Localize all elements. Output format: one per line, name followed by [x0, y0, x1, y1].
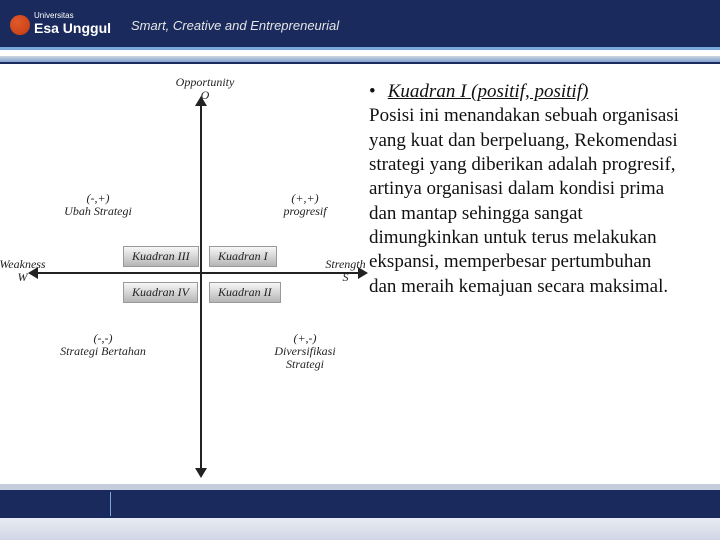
quadrant-box-1: Kuadran I: [209, 246, 277, 267]
q4-name: Strategi Bertahan: [60, 344, 146, 358]
logo: Universitas Esa Unggul: [10, 12, 111, 38]
q2-name: Diversifikasi Strategi: [274, 344, 335, 371]
weakness-label: Weakness: [0, 257, 46, 271]
footer-separator: [110, 492, 111, 516]
quadrant-box-4: Kuadran IV: [123, 282, 198, 303]
axis-horizontal: [35, 272, 360, 274]
quadrant-box-2: Kuadran II: [209, 282, 281, 303]
q1-name: progresif: [283, 204, 326, 218]
strength-label: Strength: [325, 257, 365, 271]
bullet-icon: •: [369, 80, 383, 104]
body-text: Posisi ini menandakan sebuah organisasi …: [369, 104, 680, 299]
tagline: Smart, Creative and Entrepreneurial: [131, 18, 339, 33]
q2-annotation: (+,-) Diversifikasi Strategi: [255, 332, 355, 372]
heading-line: • Kuadran I (positif, positif): [369, 80, 680, 104]
axis-vertical: [200, 102, 202, 472]
opportunity-letter: O: [201, 88, 210, 102]
q2-sign: (+,-): [293, 331, 316, 345]
opportunity-label: Opportunity: [176, 75, 235, 89]
subheader-line: [0, 62, 720, 64]
logo-icon: [10, 15, 30, 35]
q3-annotation: (-,+) Ubah Strategi: [58, 192, 138, 218]
footer: [0, 484, 720, 540]
content-area: Opportunity O T Threath Weakness W Stren…: [0, 72, 720, 480]
axis-right-label: Strength S: [318, 258, 373, 284]
header-bar: Universitas Esa Unggul Smart, Creative a…: [0, 0, 720, 50]
text-column: • Kuadran I (positif, positif) Posisi in…: [365, 72, 720, 480]
quadrant-box-3: Kuadran III: [123, 246, 199, 267]
logo-prefix: Universitas: [34, 12, 111, 20]
arrow-down-icon: [195, 468, 207, 478]
slide: Universitas Esa Unggul Smart, Creative a…: [0, 0, 720, 540]
q4-annotation: (-,-) Strategi Bertahan: [58, 332, 148, 358]
axis-top-label: Opportunity O: [170, 76, 240, 102]
logo-name: Esa Unggul: [34, 20, 111, 36]
heading-text: Kuadran I (positif, positif): [388, 81, 589, 102]
q3-name: Ubah Strategi: [64, 204, 132, 218]
footer-band-mid: [0, 490, 720, 518]
header-underline: [0, 47, 720, 50]
footer-band-bottom: [0, 518, 720, 540]
swot-diagram: Opportunity O T Threath Weakness W Stren…: [0, 72, 365, 480]
q1-sign: (+,+): [291, 191, 318, 205]
q4-sign: (-,-): [94, 331, 113, 345]
q3-sign: (-,+): [86, 191, 109, 205]
q1-annotation: (+,+) progresif: [270, 192, 340, 218]
axis-left-label: Weakness W: [0, 258, 50, 284]
strength-letter: S: [343, 270, 349, 284]
weakness-letter: W: [18, 270, 28, 284]
